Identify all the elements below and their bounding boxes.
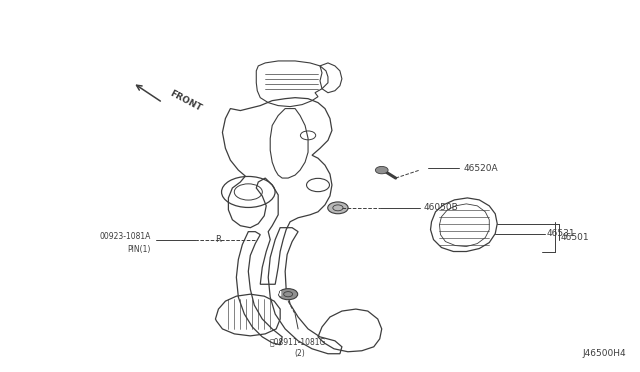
Circle shape [328, 202, 348, 214]
Circle shape [278, 289, 298, 300]
Text: FRONT: FRONT [169, 89, 204, 113]
Text: J46500H4: J46500H4 [582, 349, 626, 358]
Text: 46520A: 46520A [463, 164, 498, 173]
Circle shape [375, 166, 388, 174]
Text: 46531: 46531 [547, 229, 575, 238]
Text: ⓝ08911-1081G: ⓝ08911-1081G [270, 337, 326, 346]
Text: 46050B: 46050B [424, 203, 458, 212]
Text: (2): (2) [294, 349, 305, 358]
Text: PIN(1): PIN(1) [127, 245, 151, 254]
Text: N: N [275, 291, 281, 297]
Text: R: R [216, 235, 221, 244]
Text: 46501: 46501 [561, 233, 589, 242]
Text: 00923-1081A: 00923-1081A [99, 232, 151, 241]
